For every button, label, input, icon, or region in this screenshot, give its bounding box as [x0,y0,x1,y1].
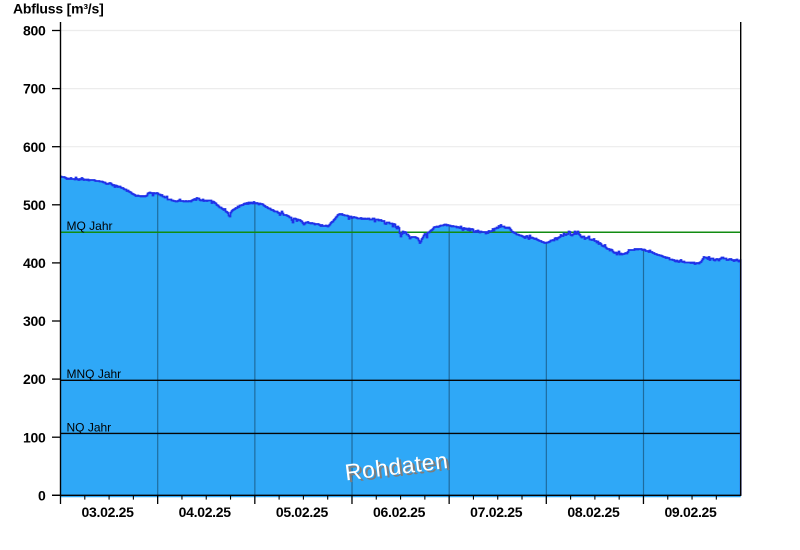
svg-text:05.02.25: 05.02.25 [276,504,329,520]
svg-text:800: 800 [23,23,46,39]
svg-text:08.02.25: 08.02.25 [567,504,620,520]
svg-text:03.02.25: 03.02.25 [82,504,135,520]
svg-text:Abfluss [m³/s]: Abfluss [m³/s] [13,1,104,17]
svg-text:0: 0 [38,487,46,503]
svg-text:300: 300 [23,313,46,329]
svg-text:700: 700 [23,81,46,97]
svg-text:500: 500 [23,197,46,213]
svg-text:200: 200 [23,371,46,387]
svg-text:04.02.25: 04.02.25 [179,504,232,520]
svg-text:NQ Jahr: NQ Jahr [67,420,112,434]
svg-text:09.02.25: 09.02.25 [664,504,717,520]
svg-text:400: 400 [23,255,46,271]
svg-text:MNQ Jahr: MNQ Jahr [67,367,122,381]
svg-text:07.02.25: 07.02.25 [470,504,523,520]
svg-text:100: 100 [23,429,46,445]
svg-text:06.02.25: 06.02.25 [373,504,426,520]
svg-text:600: 600 [23,139,46,155]
svg-text:MQ Jahr: MQ Jahr [67,219,113,233]
